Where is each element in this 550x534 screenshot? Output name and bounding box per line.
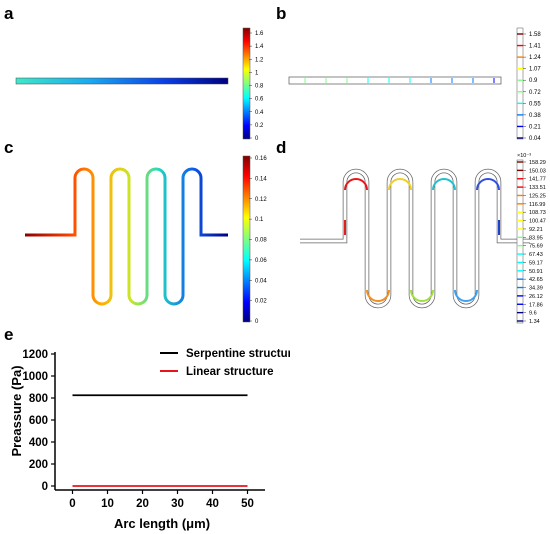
- panel-c-colorbar: [242, 155, 251, 323]
- panel-d-letter: d: [276, 138, 287, 157]
- colorbar-tick-label: 0.9: [529, 78, 538, 84]
- colorbar-tick-label: 0.2: [255, 123, 264, 129]
- panel-a-colorbar-ticks: 1.6 1.4 1.2 1 0.8 0.6 0.4 0.2 0: [249, 31, 264, 140]
- colorbar-tick-label: 1.2: [255, 57, 264, 63]
- colorbar-tick-label: 0.1: [255, 217, 264, 223]
- panel-d-colorbar: [516, 159, 524, 324]
- x-tick-label: 20: [136, 498, 149, 510]
- panel-d-colorbar-ticks: 158.29 150.03 141.77 133.51 125.25 116.99 108.…: [523, 160, 546, 325]
- colorbar-tick-label: 92.21: [529, 227, 543, 233]
- colorbar-tick-label: 50.91: [529, 269, 543, 275]
- y-axis-label: Preassure (Pa): [9, 365, 24, 456]
- colorbar-tick-label: 1.58: [529, 32, 541, 38]
- colorbar-tick-label: 9.6: [529, 311, 537, 317]
- colorbar-tick-label: 75.69: [529, 244, 543, 250]
- colorbar-tick-label: 0.08: [255, 238, 267, 244]
- colorbar-tick-label: 0.72: [529, 90, 541, 96]
- colorbar-tick-label: 0.02: [255, 299, 267, 305]
- x-tick-label: 40: [206, 498, 219, 510]
- x-tick-label: 10: [101, 498, 114, 510]
- legend-label: Serpentine structure: [186, 348, 290, 360]
- x-tick-label: 30: [171, 498, 184, 510]
- panel-a-figure: 1.6 1.4 1.2 1 0.8 0.6 0.4 0.2 0: [15, 27, 264, 140]
- panel-e-letter: e: [4, 325, 14, 344]
- panel-b-flow-arrows: [304, 78, 495, 83]
- colorbar-tick-label: 100.47: [529, 219, 546, 225]
- panel-c-serpentine-channel: [25, 167, 228, 306]
- panel-c-figure: 0.16 0.14 0.12 0.1 0.08 0.06 0.04 0.02 0: [25, 155, 267, 325]
- chart-legend: Serpentine structure Linear structure: [160, 348, 290, 378]
- colorbar-tick-label: 34.39: [529, 286, 543, 292]
- colorbar-tick-label: 1.34: [529, 319, 540, 325]
- colorbar-tick-label: 0.8: [255, 84, 264, 90]
- colorbar-tick-label: 0: [255, 319, 259, 325]
- panel-b-letter: b: [276, 4, 287, 23]
- legend-label: Linear structure: [186, 366, 274, 378]
- colorbar-tick-label: 0.04: [255, 278, 267, 284]
- colorbar-tick-label: 150.03: [529, 168, 546, 174]
- colorbar-tick-label: 0.04: [529, 136, 541, 140]
- colorbar-tick-label: 0: [255, 136, 259, 140]
- x-tick-label: 50: [241, 498, 254, 510]
- colorbar-tick-label: 83.95: [529, 235, 543, 241]
- panel-b-channel: [288, 76, 502, 85]
- chart-axes: 0 200 400 600 800 1000 1200 0 10 20 30 40 50: [22, 349, 265, 510]
- panel-c-letter: c: [4, 138, 14, 157]
- panel-c-colorbar-ticks: 0.16 0.14 0.12 0.1 0.08 0.06 0.04 0.02 0: [249, 156, 267, 325]
- panel-b-colorbar-stripes: [517, 33, 523, 139]
- panel-d-serpentine-inner: [300, 169, 530, 308]
- panel-e-chart: 0 200 400 600 800 1000 1200 0 10 20 30 40 50 Preassu…: [9, 348, 290, 531]
- colorbar-tick-label: 59.17: [529, 260, 543, 266]
- colorbar-tick-label: 1.6: [255, 31, 264, 37]
- colorbar-tick-label: 0.16: [255, 156, 267, 162]
- panel-a-channel: [15, 77, 229, 85]
- panel-d-serpentine-outer: [300, 168, 530, 309]
- colorbar-tick-label: 1: [255, 70, 259, 76]
- colorbar-tick-label: 108.73: [529, 210, 546, 216]
- chart-series: [72, 394, 248, 487]
- y-tick-label: 1200: [22, 349, 48, 361]
- panel-d-flow-arrows: [344, 178, 500, 302]
- colorbar-tick-label: 0.4: [255, 110, 264, 116]
- y-tick-label: 600: [29, 415, 48, 427]
- y-tick-label: 800: [29, 393, 48, 405]
- panel-a-colorbar: [242, 27, 251, 140]
- y-tick-label: 400: [29, 437, 48, 449]
- colorbar-tick-label: 0.21: [529, 124, 541, 130]
- panel-d-figure: ×10⁻³ 158.29 150.03 141.77 133.51 125.25 116.…: [300, 153, 546, 325]
- panel-b-colorbar: [516, 27, 524, 140]
- colorbar-tick-label: 158.29: [529, 160, 546, 166]
- colorbar-tick-label: 0.6: [255, 97, 264, 103]
- colorbar-tick-label: 1.07: [529, 67, 541, 73]
- colorbar-tick-label: 17.86: [529, 302, 543, 308]
- panel-b-colorbar-ticks: 1.58 1.41 1.24 1.07 0.9 0.72 0.55 0.38 0.21 0.04: [523, 32, 541, 140]
- colorbar-tick-label: 125.25: [529, 193, 546, 199]
- y-tick-label: 0: [42, 481, 48, 493]
- colorbar-tick-label: 0.55: [529, 101, 541, 107]
- colorbar-tick-label: 141.77: [529, 177, 546, 183]
- colorbar-tick-label: 1.24: [529, 55, 541, 61]
- colorbar-tick-label: 1.41: [529, 44, 541, 50]
- panel-d-colorbar-stripes: [517, 161, 523, 322]
- colorbar-tick-label: 116.99: [529, 202, 545, 208]
- colorbar-tick-label: 0.14: [255, 176, 267, 182]
- colorbar-tick-label: 26.12: [529, 294, 543, 300]
- x-tick-label: 0: [69, 498, 75, 510]
- panel-d-colorbar-exponent: ×10⁻³: [517, 153, 531, 159]
- y-tick-label: 1000: [22, 371, 48, 383]
- colorbar-tick-label: 0.12: [255, 197, 267, 203]
- colorbar-tick-label: 42.65: [529, 277, 543, 283]
- colorbar-tick-label: 133.51: [529, 185, 546, 191]
- y-tick-label: 200: [29, 459, 48, 471]
- colorbar-tick-label: 67.43: [529, 252, 543, 258]
- colorbar-tick-label: 1.4: [255, 44, 264, 50]
- panel-b-figure: 1.58 1.41 1.24 1.07 0.9 0.72 0.55 0.38 0.21 0.04: [288, 27, 541, 140]
- colorbar-tick-label: 0.38: [529, 113, 541, 119]
- panel-a-letter: a: [4, 4, 14, 23]
- x-axis-label: Arc length (μm): [114, 516, 210, 531]
- colorbar-tick-label: 0.06: [255, 258, 267, 264]
